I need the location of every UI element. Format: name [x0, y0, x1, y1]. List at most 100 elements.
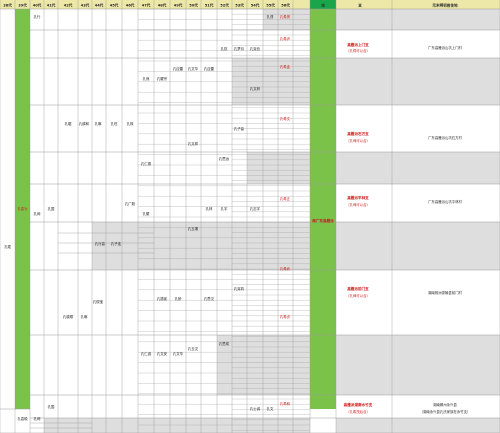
- generation-header-12: 49代: [174, 3, 183, 8]
- cell-r14: 孔志宇: [250, 206, 261, 211]
- red-cell-c: 孔希孟: [280, 64, 291, 69]
- gen46-name-b: 孔广毅: [125, 201, 136, 206]
- cell-r8: 孔玉湘: [188, 226, 199, 231]
- gen44-name-b: 孔砚宝: [93, 299, 104, 304]
- header-branch-bg: [310, 0, 336, 9]
- gen53-name-b: 孔克钧: [234, 286, 245, 291]
- cell-r2: 孔行高: [95, 241, 106, 246]
- header-address: 元末明初居住地: [432, 3, 458, 8]
- generation-header-18: 55代: [266, 3, 275, 8]
- gen40-name-b: 孔网: [34, 416, 41, 421]
- generation-header-19: 56代: [281, 3, 290, 8]
- gen49-name-b: 孔桥: [175, 296, 182, 301]
- cell-r12: 孔子高: [234, 126, 245, 131]
- header-row-bg: [0, 0, 500, 9]
- red-cell-f: 孔希武: [280, 266, 291, 271]
- generation-header-4: 41代: [47, 3, 56, 8]
- root-column: [0, 9, 15, 409]
- gen56-red-names: 孔希贤 孔希尹 孔希孟 孔希文 孔希正 孔希武 孔希贞 孔希和: [280, 14, 291, 406]
- horizontal-grid: [0, 8, 500, 433]
- gen49-name-a: 孔应雷: [173, 66, 184, 71]
- main-row-5-sub: （孔希茂后合）: [346, 409, 370, 414]
- gen43-name-b: 孔琳: [81, 314, 88, 319]
- main-row-1-address: 广东高雁派山坑上门村: [428, 45, 463, 50]
- gen45-name-a: 孔旺: [111, 121, 118, 126]
- generation-header-6: 43代: [81, 3, 90, 8]
- header-main: 支: [357, 3, 362, 8]
- main-row-2: 高雁派石方支 （孔坤可以合） 广东高雁派山坑石方村: [346, 131, 462, 143]
- gen39-name: 孔嘉为: [17, 206, 28, 211]
- red-cell-a: 孔希贤: [280, 14, 291, 19]
- main-row-5-title: 高雁派湖南水竹支: [344, 402, 373, 407]
- cell-r4: 孔仁德: [141, 161, 152, 166]
- gray-band: [336, 418, 500, 433]
- cell-r10: 孔思远: [219, 156, 230, 161]
- gen41-name-a: 孔国: [48, 206, 55, 211]
- main-row-3-address: 广东高雁派山坑平林村: [428, 199, 463, 204]
- main-row-4: 高雁派前门支 （孔坤可以合） 湖南株洲茶陵县前门村: [346, 286, 462, 298]
- gen53-name-a: 孔梦月: [234, 46, 244, 51]
- main-row-3-sub: （孔坤可以合）: [346, 202, 370, 207]
- branch-column: [310, 9, 336, 409]
- gen52-name-a: 孔钦: [221, 46, 228, 51]
- generation-header-14: 51代: [205, 3, 214, 8]
- main-row-5-address2: （湖南永兴县孔氏家族在永竹支）: [420, 409, 471, 414]
- gen42-name-b: 孔耕顺: [63, 314, 74, 319]
- gen48-name-b: 孔德宣: [157, 296, 168, 301]
- main-row-1: 高雁派上门支 （孔祠可以合） 广东高雁派山坑上门村: [346, 42, 462, 53]
- cell-r11: 孔思成: [219, 341, 230, 346]
- main-row-1-sub: （孔祠可以合）: [346, 48, 370, 53]
- cell-r7: 孔文华: [173, 351, 184, 356]
- generation-header-5: 42代: [64, 3, 73, 8]
- cell-r13: 孔文林: [250, 86, 261, 91]
- gen47-name-b: 孔耀: [143, 211, 150, 216]
- generation-header-13: 50代: [189, 3, 198, 8]
- generation-header-8: 45代: [110, 3, 119, 8]
- gen54-name-a: 孔克俭: [250, 46, 261, 51]
- generation-header-15: 52代: [220, 3, 229, 8]
- generation-header-7: 44代: [95, 3, 104, 8]
- main-row-3-title: 高雁派平林支: [347, 195, 369, 200]
- main-row-5: 高雁派湖南水竹支 （孔希茂后合） 湖南郴州永兴县 （湖南永兴县孔氏家族在永竹支）: [344, 402, 471, 414]
- gen51-name-c: 孔思汉: [204, 296, 215, 301]
- red-cell-h: 孔希和: [280, 401, 291, 406]
- gen50-name-a: 孔文华: [188, 66, 199, 71]
- gen55-name-b: 孔文: [267, 406, 274, 411]
- gen40-name: 孔网: [34, 211, 41, 216]
- gray-band: [336, 9, 500, 30]
- red-cell-g: 孔希贞: [280, 314, 291, 319]
- gray-band: [247, 152, 310, 184]
- gen39-name-b: 孔嘉硕: [17, 416, 28, 421]
- red-cell-e: 孔希正: [280, 196, 291, 201]
- main-row-2-address: 广东高雁派山坑石方村: [428, 135, 463, 140]
- gen44-name-a: 孔琳: [95, 121, 102, 126]
- gen42-name-a: 孔琚: [65, 121, 72, 126]
- gray-band: [232, 58, 310, 105]
- gen39-green-column: [15, 9, 30, 409]
- gen55-name-a: 孔谨: [267, 14, 274, 19]
- gen54-name-b: 孔士诚: [250, 406, 261, 411]
- gray-band: [217, 335, 310, 395]
- gray-band: [336, 58, 500, 105]
- main-row-4-sub: （孔坤可以合）: [346, 293, 370, 298]
- generation-header-10: 47代: [142, 3, 151, 8]
- gen51-name-b: 孔林: [206, 206, 213, 211]
- red-cell-d: 孔希文: [280, 116, 291, 121]
- generation-header-2: 39代: [18, 3, 27, 8]
- gen47-name-a: 孔熊: [143, 76, 150, 81]
- gray-band: [336, 222, 500, 270]
- cell-r3: 孔子连: [111, 241, 122, 246]
- main-row-4-address: 湖南株洲茶陵县前门村: [428, 290, 463, 295]
- generation-header-17: 54代: [251, 3, 260, 8]
- main-row-1-title: 高雁派上门支: [347, 42, 369, 47]
- generation-header-11: 48代: [158, 3, 167, 8]
- generation-header-16: 53代: [235, 3, 244, 8]
- gen52-name-b: 孔宇: [221, 206, 228, 211]
- gen46-name-a: 孔珠: [127, 121, 134, 126]
- main-row-2-title: 高雁派石方支: [347, 131, 369, 136]
- main-row-4-title: 高雁派前门支: [347, 286, 369, 291]
- cell-r6: 孔文安: [157, 351, 168, 356]
- header-branch: 派: [321, 3, 325, 8]
